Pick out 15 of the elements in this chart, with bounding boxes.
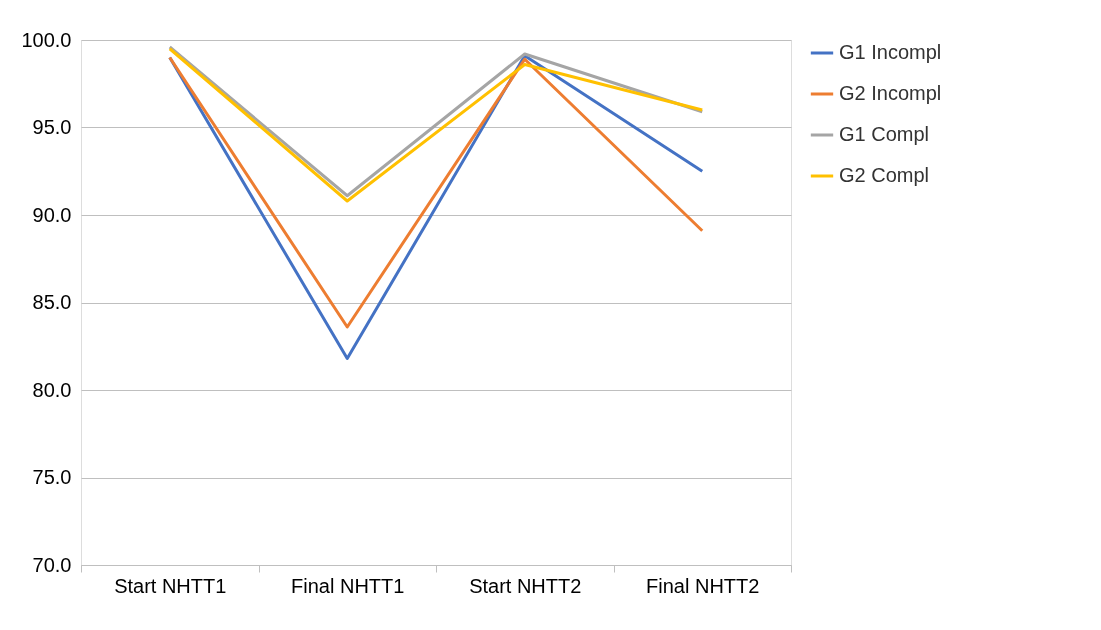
x-tick-label: Final NHTT1 <box>291 574 405 597</box>
y-tick-label: 80.0 <box>32 378 72 401</box>
x-tick-label: Final NHTT2 <box>646 574 760 597</box>
y-tick-label: 95.0 <box>32 116 72 138</box>
legend-label: G1 Compl <box>839 123 930 145</box>
legend-label: G1 Incompl <box>839 41 942 63</box>
y-tick-label: 100.0 <box>21 28 72 51</box>
legend-label: G2 Incompl <box>839 82 942 104</box>
y-tick-label: 70.0 <box>32 553 72 576</box>
y-tick-label: 90.0 <box>32 203 72 226</box>
x-tick-label: Start NHTT1 <box>114 574 227 597</box>
y-tick-label: 75.0 <box>32 466 72 488</box>
y-tick-label: 85.0 <box>32 291 72 313</box>
legend-label: G2 Compl <box>839 164 930 186</box>
x-tick-label: Start NHTT2 <box>469 574 582 597</box>
